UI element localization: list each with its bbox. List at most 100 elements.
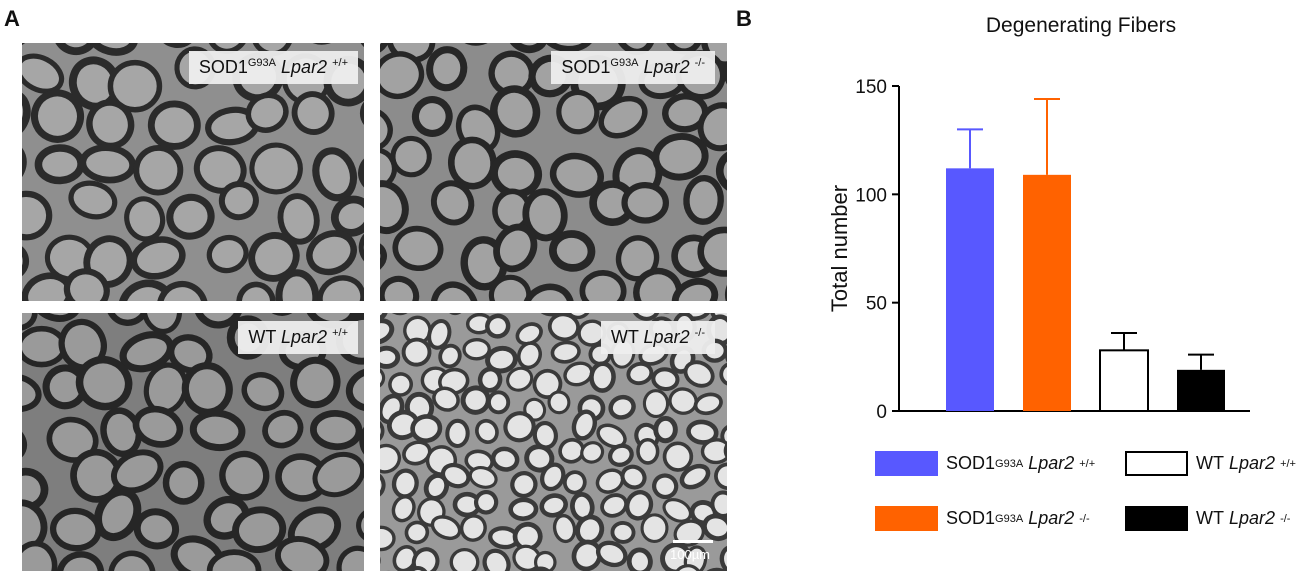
fiber-ring: [700, 438, 727, 465]
fiber-ring: [380, 443, 402, 474]
legend-lpar: Lpar2: [1229, 453, 1276, 473]
fiber-ring: [636, 437, 660, 465]
fiber-ring: [275, 269, 320, 301]
fiber-ring: [130, 236, 186, 280]
fiber-ring: [410, 414, 443, 443]
fiber-ring: [697, 102, 727, 152]
fiber-ring: [141, 313, 183, 335]
fiber-ring: [610, 520, 636, 544]
fiber-ring: [22, 241, 30, 282]
fiber-ring: [552, 514, 577, 544]
label-lpar: Lpar2: [281, 327, 328, 347]
fiber-ring: [219, 450, 270, 501]
legend-item: WT Lpar2 +/+: [1125, 451, 1296, 476]
fiber-ring: [167, 334, 213, 374]
fiber-ring: [621, 182, 669, 224]
fiber-ring: [615, 235, 660, 282]
fiber-ring: [295, 43, 343, 45]
fiber-ring: [475, 418, 499, 444]
fiber-ring: [312, 147, 358, 202]
fiber-ring: [147, 100, 201, 150]
fiber-ring: [380, 106, 393, 152]
fiber-ring: [607, 443, 634, 467]
fiber-ring: [510, 471, 538, 499]
fiber-ring: [275, 536, 330, 571]
fiber-ring: [22, 467, 49, 511]
legend-genotype: +/+: [1280, 457, 1296, 470]
fiber-ring: [589, 361, 616, 393]
legend-gene: WT: [1196, 508, 1224, 528]
y-tick-label: 100: [855, 185, 887, 206]
fiber-ring: [626, 361, 654, 386]
fiber-ring: [380, 147, 398, 190]
fiber-ring: [653, 415, 678, 444]
fiber-ring: [625, 490, 654, 521]
fiber-ring: [598, 313, 628, 314]
fiber-ring: [22, 421, 28, 464]
fiber-ring: [380, 345, 401, 369]
fiber-ring: [596, 423, 627, 449]
fiber-ring: [626, 547, 653, 571]
fiber-ring: [580, 441, 605, 464]
fiber-ring: [22, 373, 42, 413]
fiber-ring: [22, 53, 65, 94]
fiber-ring: [391, 495, 416, 523]
fiber-ring: [162, 460, 205, 505]
fiber-ring: [430, 515, 462, 541]
bar: [1023, 174, 1071, 411]
fiber-ring: [380, 51, 425, 100]
fiber-ring: [359, 94, 364, 133]
legend-genotype: -/-: [1280, 512, 1291, 525]
label-lpar: Lpar2: [281, 57, 328, 77]
fiber-ring: [485, 313, 511, 339]
fiber-ring: [673, 564, 703, 571]
legend-gene: SOD1: [946, 453, 996, 473]
fiber-ring: [662, 441, 694, 472]
fiber-ring: [702, 567, 727, 571]
fiber-ring: [640, 513, 669, 543]
fiber-ring: [124, 196, 166, 242]
fiber-ring: [380, 43, 389, 53]
fiber-ring: [189, 409, 246, 452]
fiber-ring: [608, 394, 636, 420]
fiber-ring: [79, 144, 136, 184]
fiber-ring: [600, 493, 629, 518]
fiber-ring: [358, 226, 364, 271]
fiber-ring: [506, 366, 534, 392]
fiber-ring: [133, 508, 180, 550]
fiber-ring: [22, 88, 31, 141]
fiber-ring: [310, 410, 363, 451]
fiber-ring: [312, 451, 364, 498]
fiber-ring: [56, 551, 105, 571]
fiber-ring: [345, 366, 364, 412]
fiber-ring: [633, 267, 683, 301]
micrograph-sod1-lpar2-ko: SOD1G93A Lpar2 -/-: [380, 43, 727, 301]
fiber-ring: [571, 539, 603, 571]
fiber-ring: [503, 411, 536, 443]
fiber-ring: [105, 313, 151, 326]
label-lpar: Lpar2: [643, 57, 690, 77]
fiber-ring: [262, 409, 304, 449]
label-gene: WT: [248, 327, 277, 347]
fiber-ring: [445, 313, 469, 316]
fiber-ring: [391, 468, 419, 499]
fiber-ring: [468, 466, 498, 489]
micrograph-wt-lpar2-ko: WT Lpar2 -/- 100µm: [380, 313, 727, 571]
fiber-ring: [671, 277, 719, 301]
fiber-ring: [380, 525, 396, 552]
fiber-ring: [440, 462, 471, 489]
fiber-ring: [388, 372, 413, 397]
micrograph-label: WT Lpar2 +/+: [238, 321, 358, 354]
fiber-ring: [108, 550, 156, 571]
fiber-ring: [562, 470, 587, 495]
fiber-ring: [556, 89, 600, 135]
fiber-ring: [380, 313, 389, 322]
fiber-ring: [714, 462, 727, 491]
fiber-ring: [218, 181, 259, 221]
fiber-ring: [668, 387, 698, 415]
fiber-ring: [193, 313, 244, 329]
micrograph-image: [380, 43, 727, 301]
fiber-ring: [408, 565, 428, 571]
fiber-ring: [166, 193, 215, 240]
label-mutation: G93A: [247, 57, 277, 69]
